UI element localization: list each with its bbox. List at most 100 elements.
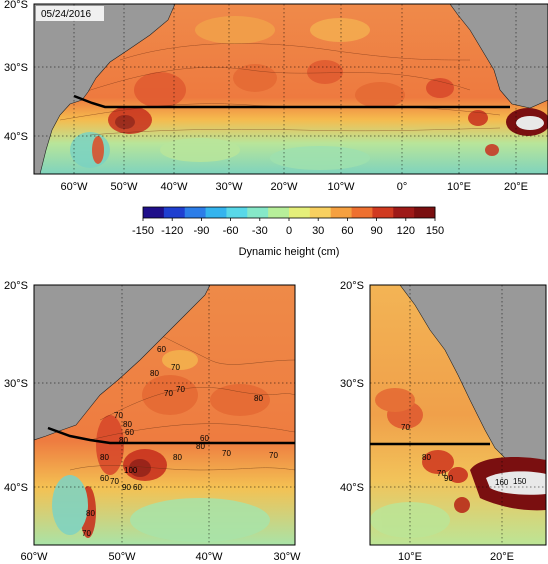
contour-label: 80 [86,509,95,518]
colorbar-swatch [372,207,394,218]
top-y-tick: 40°S [4,131,28,143]
contour-label: 80 [196,442,205,451]
top-x-ticks: 60°W 50°W 40°W 30°W 20°W 10°W 0° 10°E 20… [60,181,528,193]
colorbar-tick-label: -90 [193,225,209,237]
bl-eddy-field [52,350,270,542]
colorbar-tick-label: -120 [161,225,183,237]
contour-label: 70 [164,389,173,398]
contour-label: 90 [444,474,453,483]
bl-grid [34,285,295,545]
br-contour-labels: 70 80 70 90 160 150 [401,423,527,487]
contour-label: 60 [133,483,142,492]
br-x-tick: 10°E [398,551,422,563]
colorbar-swatch [351,207,373,218]
bl-x-tick: 30°W [273,551,301,563]
top-x-tick: 60°W [60,181,88,193]
colorbar-tick-label: 60 [341,225,353,237]
bl-section-line [47,426,295,445]
date-stamp: 05/24/2016 [41,9,91,20]
contour-label: 70 [114,411,123,420]
contour-label: 80 [100,453,109,462]
contour-label: 150 [513,477,527,486]
colorbar-tick-label: 90 [370,225,382,237]
bl-contours [69,329,295,471]
top-map-panel: 05/24/2016 20°S 30°S 40°S 60°W 50°W 40°W… [4,0,548,193]
bl-x-tick: 60°W [20,551,48,563]
contour-label: 90 [122,483,131,492]
top-frame [33,3,548,175]
colorbar-tick-label: 120 [397,225,415,237]
top-x-tick: 30°W [215,181,243,193]
colorbar-tick-label: 150 [426,225,444,237]
colorbar-swatch [184,207,207,218]
bl-y-tick: 30°S [4,378,28,390]
colorbar-swatch [289,207,311,218]
colorbar-swatch [309,207,332,218]
br-frame [369,284,547,546]
contour-label: 80 [150,369,159,378]
top-south-america-land [34,4,176,174]
br-africa-land [399,285,546,463]
contour-label: 80 [254,394,263,403]
contour-label: 70 [171,363,180,372]
contour-label: 70 [110,477,119,486]
colorbar: -150 -120 -90 -60 -30 0 30 60 90 120 150 Dynamic h… [132,206,444,258]
bottom-right-map-panel: 70 80 70 90 160 150 20°S 30°S 40°S 10°E … [340,280,547,563]
top-agulhas-retroflection [506,108,548,136]
colorbar-tick-label: -60 [223,225,239,237]
colorbar-swatch [247,207,269,218]
colorbar-swatch [143,207,165,218]
colorbar-swatch [226,207,248,218]
bl-y-ticks: 20°S 30°S 40°S [4,280,28,494]
contour-label: 70 [401,423,410,432]
top-y-tick: 30°S [4,62,28,74]
top-africa-land [449,4,548,109]
bl-x-tick: 50°W [108,551,136,563]
bl-contour-labels: 60 70 70 80 80 60 80 80 80 60 70 100 90 … [82,345,278,538]
colorbar-tick-label: -150 [132,225,154,237]
br-y-tick: 30°S [340,378,364,390]
contour-label: 60 [200,434,209,443]
br-y-tick: 20°S [340,280,364,292]
contour-label: 60 [157,345,166,354]
contour-label: 70 [269,451,278,460]
bl-y-tick: 40°S [4,482,28,494]
contour-label: 160 [495,478,509,487]
colorbar-swatches [143,207,436,218]
colorbar-swatch [393,207,415,218]
top-section-line [73,94,510,109]
bl-x-ticks: 60°W 50°W 40°W 30°W [20,551,301,563]
colorbar-swatch [268,207,290,218]
bl-x-tick: 40°W [195,551,223,563]
date-stamp-box: 05/24/2016 [36,6,104,21]
contour-label: 70 [437,469,446,478]
bl-y-tick: 20°S [4,280,28,292]
contour-label: 70 [222,449,231,458]
top-y-ticks: 20°S 30°S 40°S [4,0,28,143]
contour-label: 80 [119,436,128,445]
contour-label: 80 [173,453,182,462]
br-grid [370,285,546,545]
contour-label: 80 [123,420,132,429]
colorbar-swatch [330,207,353,218]
top-x-tick: 0° [397,181,408,193]
br-eddy-field [370,388,470,538]
contour-label: 60 [100,474,109,483]
top-grid [34,4,548,174]
br-x-tick: 20°E [490,551,514,563]
bottom-left-map-panel: 60 70 70 80 80 60 80 80 80 60 70 100 90 … [4,280,301,563]
colorbar-swatch [205,207,227,218]
top-x-tick: 20°E [504,181,528,193]
colorbar-tick-label: 0 [286,225,292,237]
top-x-tick: 10°E [447,181,471,193]
top-x-tick: 50°W [110,181,138,193]
bl-frame [33,284,296,546]
colorbar-swatch [163,207,186,218]
colorbar-tick-label: 30 [312,225,324,237]
colorbar-title: Dynamic height (cm) [239,246,340,258]
contour-label: 80 [422,453,431,462]
colorbar-swatch [414,207,436,218]
contour-label: 100 [124,466,138,475]
colorbar-tick-label: -30 [252,225,268,237]
